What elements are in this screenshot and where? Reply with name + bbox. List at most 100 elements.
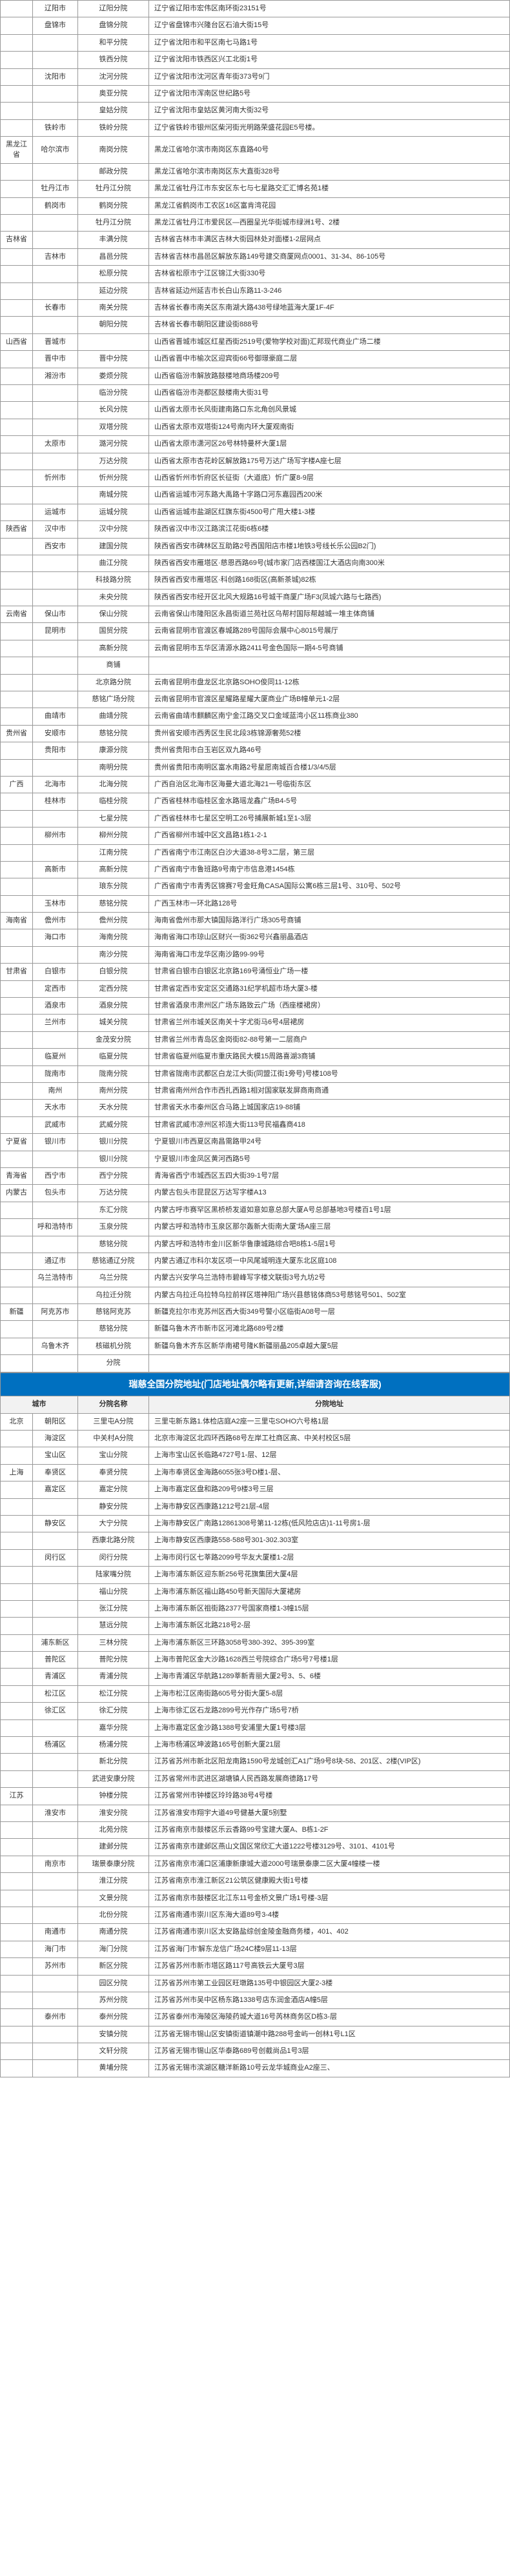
city-cell: [33, 1583, 78, 1600]
branch-cell: 慧远分院: [78, 1618, 149, 1634]
branch-cell: 南通分院: [78, 1924, 149, 1941]
city-cell: [33, 1975, 78, 1992]
address-cell: 广西省南宁市青秀区锦赛7号金旺角CASA国际公寓6栋三层1号、310号、502号: [149, 878, 510, 895]
branch-cell: 柳州分院: [78, 827, 149, 844]
city-cell: 桂林市: [33, 793, 78, 810]
province-cell: 海南省: [1, 913, 33, 929]
city-cell: 高新市: [33, 861, 78, 878]
branch-cell: 临桂分院: [78, 793, 149, 810]
city-cell: 海淀区: [33, 1431, 78, 1447]
branch-cell: 高新分院: [78, 861, 149, 878]
address-cell: 上海市浦东新区北路218号2-层: [149, 1618, 510, 1634]
province-cell: [1, 266, 33, 282]
branch-cell: 新北分院: [78, 1754, 149, 1770]
branch-cell: 东汇分院: [78, 1202, 149, 1218]
branch-cell: 西宁分院: [78, 1167, 149, 1184]
address-cell: 江苏省南京市浦口区浦康新康城大道2000号瑞景泰康二区大厦4幢楼一楼: [149, 1856, 510, 1872]
address-cell: 江苏省苏州市第工业园区旺墩路135号中银园区大厦2-3楼: [149, 1975, 510, 1992]
address-cell: 上海市普陀区金大沙路1628西兰号院综合广场5号7号楼1层: [149, 1652, 510, 1669]
address-cell: 山西省晋中市榆次区迎宾街66号御璟豪庭二层: [149, 351, 510, 368]
province-cell: 贵州省: [1, 725, 33, 742]
branch-cell: 牡丹江分院: [78, 215, 149, 232]
city-cell: 白银市: [33, 964, 78, 980]
section-title: 瑞慈全国分院地址(门店地址偶尔略有更新,详细请咨询在线客服): [1, 1372, 510, 1396]
city-cell: 天水市: [33, 1100, 78, 1116]
branch-cell: 江南分院: [78, 844, 149, 861]
address-cell: 山西省运城市盐湖区红旗东街4500号广甩大楼1-3楼: [149, 504, 510, 520]
address-cell: 云南省曲靖市麒麟区南宁金江路交叉口金域蓝湾小区11栋商业380: [149, 708, 510, 725]
province-cell: [1, 17, 33, 34]
address-cell: 江苏省常州市钟楼区玲玲路38号4号楼: [149, 1788, 510, 1805]
branch-cell: 福山分院: [78, 1583, 149, 1600]
branch-cell: 泰州分院: [78, 2009, 149, 2026]
city-cell: [33, 2060, 78, 2077]
city-cell: [33, 1839, 78, 1856]
province-cell: [1, 1873, 33, 1890]
city-cell: [33, 453, 78, 470]
address-cell: 云南省昆明市五华区清源水路2411号金色国际一期4-5号商铺: [149, 640, 510, 657]
province-cell: [1, 1, 33, 17]
address-cell: 辽宁省沈阳市和平区南七马路1号: [149, 34, 510, 51]
branch-cell: 银川分院: [78, 1134, 149, 1151]
branch-table-1: 辽阳市辽阳分院辽宁省辽阳市宏伟区南环街23151号盘锦市盘锦分院辽宁省盘锦市兴隆…: [0, 0, 510, 1372]
province-cell: [1, 1015, 33, 1031]
branch-cell: 保山分院: [78, 606, 149, 623]
branch-cell: 南明分院: [78, 759, 149, 776]
province-cell: 新疆: [1, 1304, 33, 1321]
province-cell: [1, 300, 33, 317]
branch-cell: 南关分院: [78, 300, 149, 317]
city-cell: [33, 419, 78, 435]
branch-cell: 曲靖分院: [78, 708, 149, 725]
address-cell: 江苏省苏州市新北区阳龙南路1590号龙城创汇A1广场9号8块-58、201区、2…: [149, 1754, 510, 1770]
city-cell: [33, 384, 78, 401]
address-cell: 三里屯新东路1.体检店庭A2座一三里屯SOHO六号格1层: [149, 1413, 510, 1430]
province-cell: [1, 215, 33, 232]
address-cell: 吉林省长春市朝阳区建设街888号: [149, 317, 510, 333]
city-cell: [33, 1719, 78, 1736]
city-cell: 苏州市: [33, 1958, 78, 1975]
branch-cell: 三林分院: [78, 1634, 149, 1651]
branch-cell: 长风分院: [78, 402, 149, 419]
city-cell: [33, 589, 78, 606]
city-cell: [33, 691, 78, 708]
address-cell: 山西省太原市双塔街124号南内环大厦观南街: [149, 419, 510, 435]
branch-cell: 慈铭广场分院: [78, 691, 149, 708]
province-cell: [1, 248, 33, 265]
city-cell: 北海市: [33, 776, 78, 793]
address-cell: 山西省临汾市解放路鼓楼地商场楼209号: [149, 368, 510, 384]
address-cell: 新疆乌鲁木齐东区新华南裙号隆K新疆丽晶205卓越大厦5层: [149, 1338, 510, 1354]
address-cell: 江苏省南京市淮江新区21公筑区健康殿大街1号楼: [149, 1873, 510, 1890]
city-cell: [33, 1873, 78, 1890]
address-cell: 黑龙江省牡丹江市东安区东七与七星路交汇汇博名苑1楼: [149, 181, 510, 197]
province-cell: [1, 1618, 33, 1634]
branch-cell: 鹤岗分院: [78, 197, 149, 214]
city-cell: 贵阳市: [33, 742, 78, 759]
city-cell: 哈尔滨市: [33, 137, 78, 164]
province-cell: [1, 197, 33, 214]
city-cell: 酒泉市: [33, 998, 78, 1015]
city-cell: 南州: [33, 1083, 78, 1100]
address-cell: 辽宁省辽阳市宏伟区南环街23151号: [149, 1, 510, 17]
branch-cell: 天水分院: [78, 1100, 149, 1116]
branch-cell: 商铺: [78, 657, 149, 674]
city-cell: 鹤岗市: [33, 197, 78, 214]
city-cell: 杨浦区: [33, 1737, 78, 1754]
city-cell: 南通市: [33, 1924, 78, 1941]
city-cell: 西宁市: [33, 1167, 78, 1184]
province-cell: [1, 827, 33, 844]
province-cell: [1, 1652, 33, 1669]
address-cell: 黑龙江省哈尔滨市南岗区东直路40号: [149, 137, 510, 164]
address-cell: 江苏省南通市崇川区东海大道89号3-4楼: [149, 1907, 510, 1923]
branch-cell: 邮政分院: [78, 163, 149, 180]
branch-cell: 辽阳分院: [78, 1, 149, 17]
branch-cell: 昌邑分院: [78, 248, 149, 265]
city-cell: [33, 1600, 78, 1617]
address-cell: 内蒙古兴安学乌兰浩特市碧峰写字楼文联街3号九坊2号: [149, 1270, 510, 1287]
city-cell: 宝山区: [33, 1447, 78, 1464]
address-cell: 江苏省南通市崇川区太安路盐综创金陵金融商务楼，401、402: [149, 1924, 510, 1941]
branch-cell: 运城分院: [78, 504, 149, 520]
branch-cell: 白银分院: [78, 964, 149, 980]
city-cell: [33, 844, 78, 861]
province-cell: [1, 2060, 33, 2077]
branch-cell: 慈铭分院: [78, 1321, 149, 1338]
